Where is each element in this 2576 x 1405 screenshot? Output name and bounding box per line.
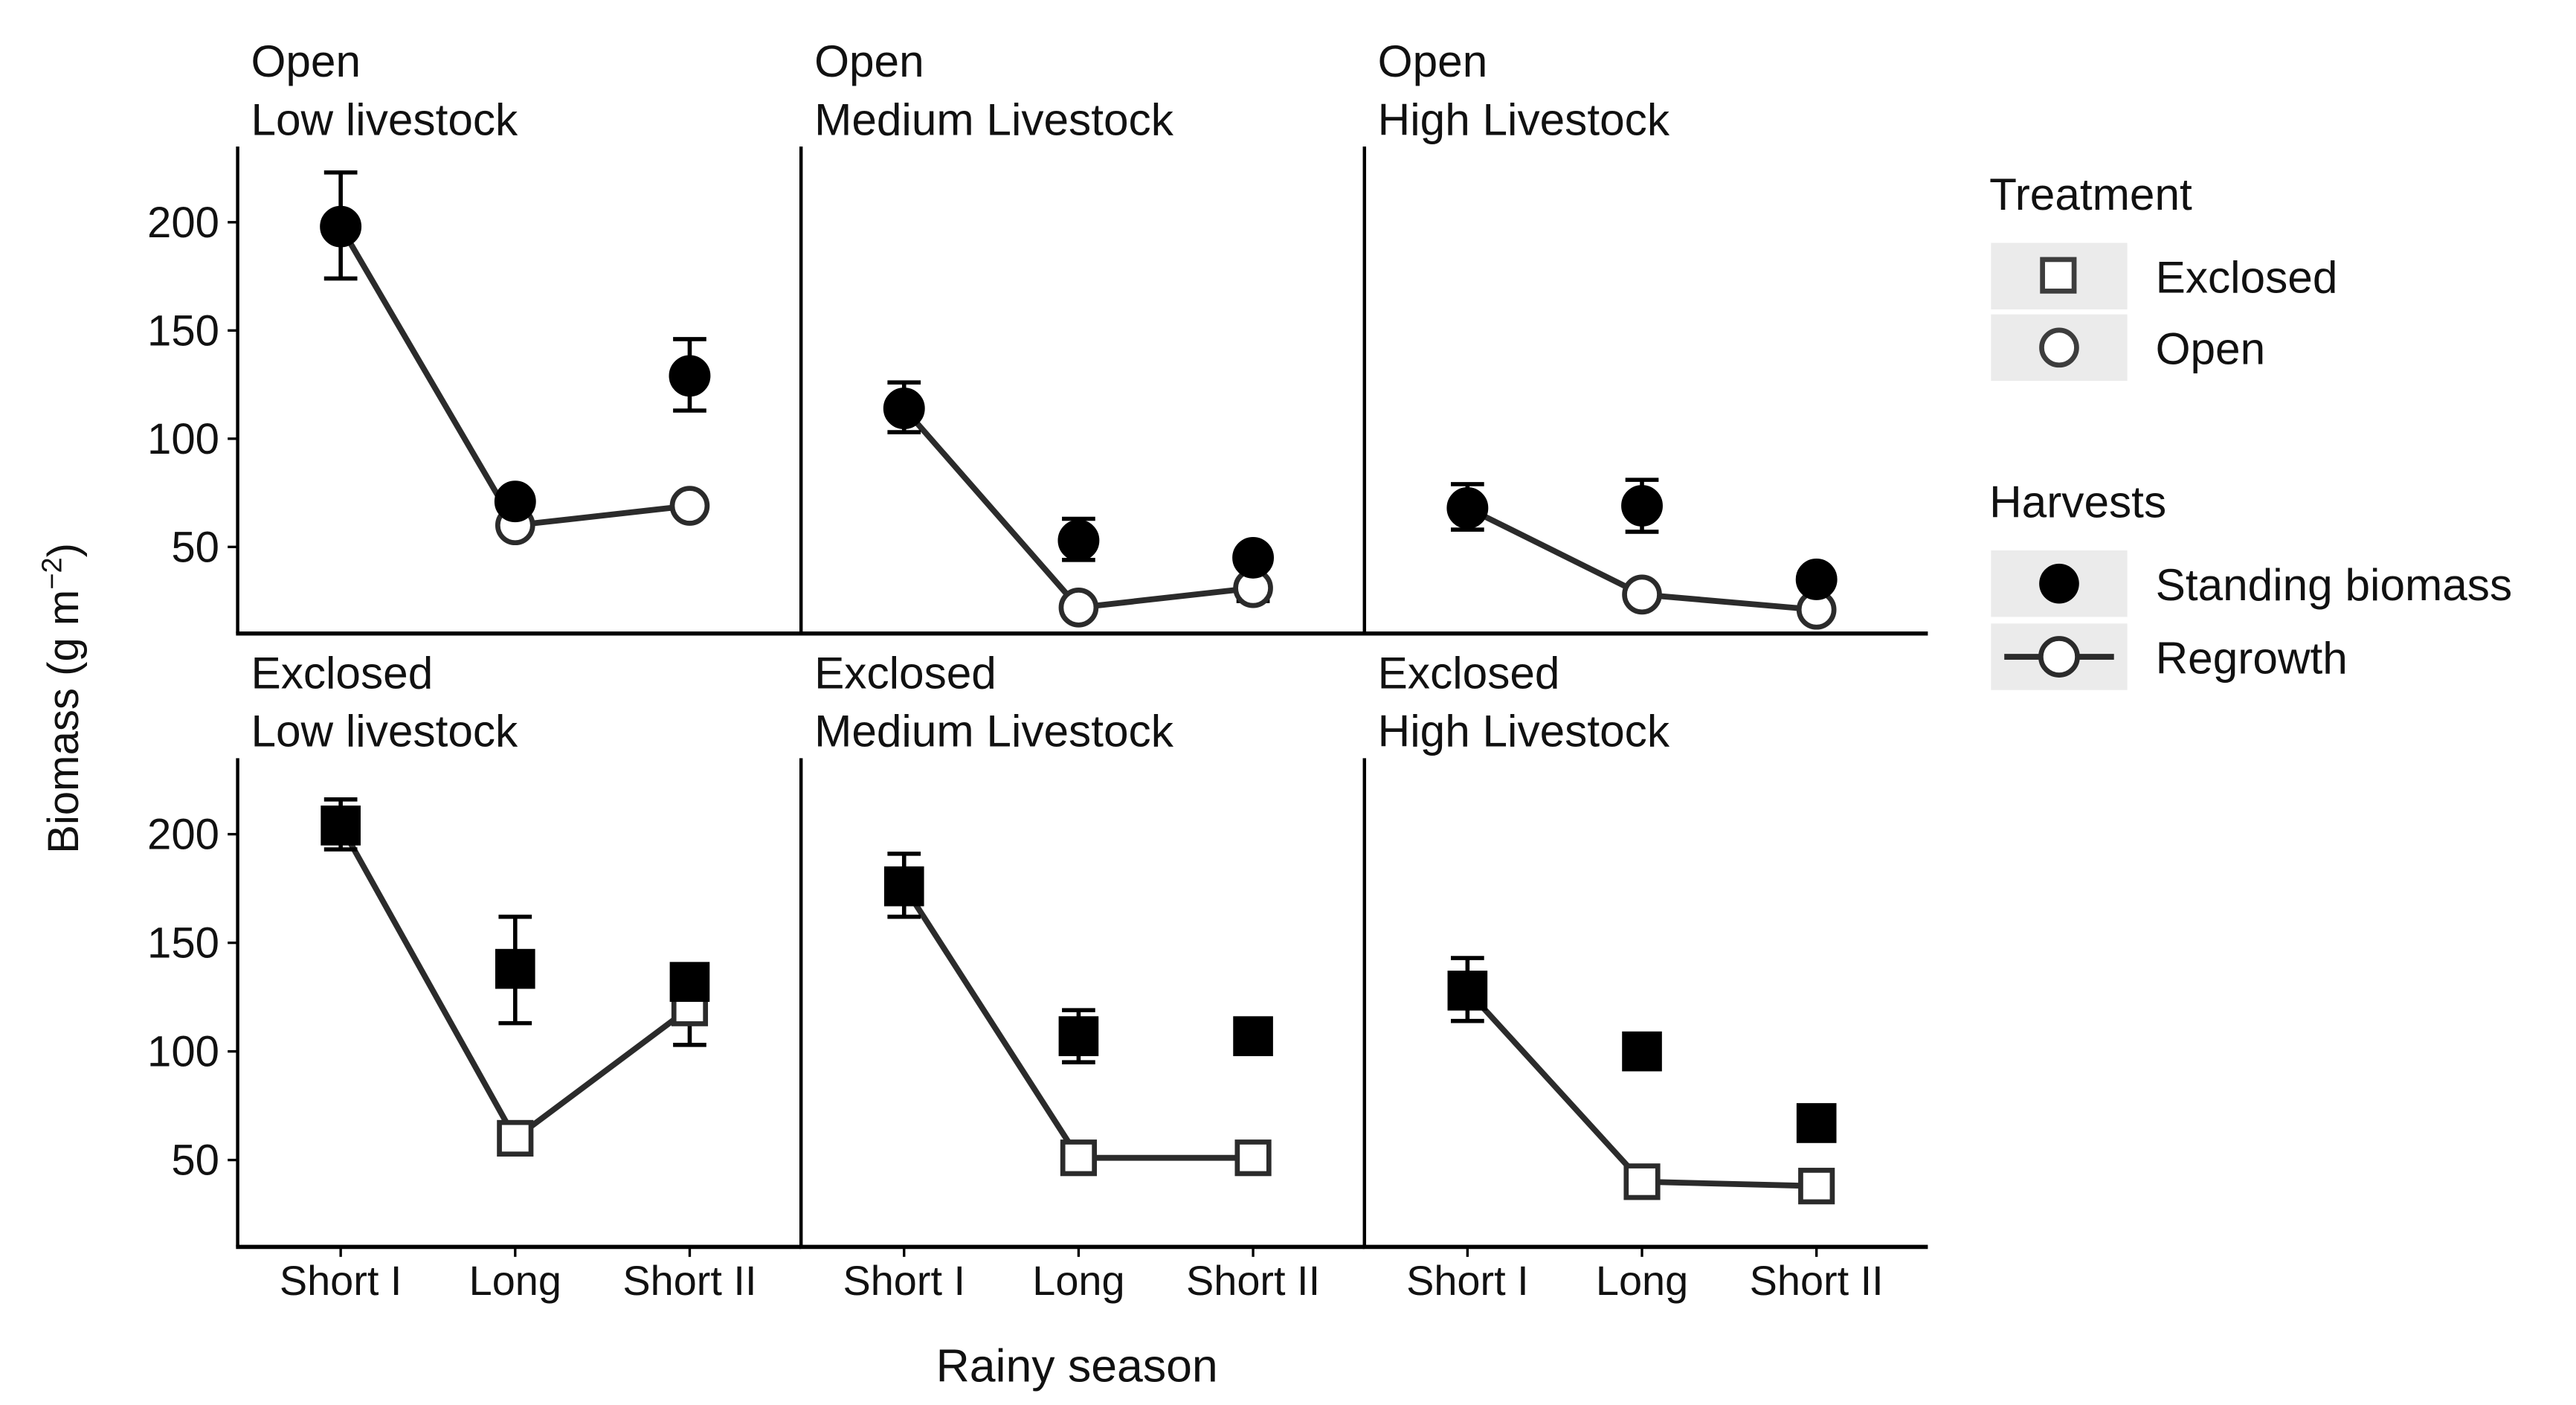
panel-title-line2: Medium Livestock [814,94,1174,144]
standing-biomass-symbol [2039,563,2079,604]
regrowth-point [669,486,710,526]
panel-title-line2: Low livestock [251,94,518,144]
x-tick-label: Short I [843,1257,965,1304]
y-axis-title-close: ) [39,543,88,557]
y-tick-label: 150 [147,919,219,968]
x-tick-label: Short II [1186,1257,1320,1304]
legend-label-standing: Standing biomass [2156,559,2513,610]
legend-label-regrowth: Regrowth [2156,632,2348,683]
facet-panel-2: Open Medium Livestock [799,36,1365,636]
y-tick-label: 200 [147,811,219,859]
standing-biomass-point [1233,1016,1273,1056]
standing-biomass-point [1621,485,1663,527]
legend: Treatment Exclosed Open Harvests Standin… [1989,169,2512,690]
facet-panel-1: Open Low livestock 50 100 150 200 [147,36,802,636]
y-tick-label: 150 [147,306,219,355]
y-tick-label: 50 [171,1136,219,1185]
standing-biomass-point [883,388,925,430]
legend-treatment-title: Treatment [1989,169,2192,219]
regrowth-series-line [338,225,690,529]
regrowth-point [1058,588,1099,628]
exclosed-square-symbol [2040,257,2077,294]
standing-biomass-point [321,806,361,846]
facet-panel-3: Open High Livestock [1362,36,1928,636]
panel-title-line2: High Livestock [1378,94,1670,144]
standing-biomass-point [669,962,710,1002]
standing-biomass-point [1446,487,1489,529]
standing-biomass-point [669,355,711,397]
panel-title-line1: Exclosed [1378,648,1560,698]
x-tick-label: Long [1596,1257,1688,1304]
regrowth-point [1623,1163,1661,1200]
facet-panel-6: Exclosed High Livestock Short I Long Short I… [1362,648,1928,1304]
standing-biomass-point [1796,1103,1837,1143]
panel-title-line1: Open [814,36,924,86]
y-tick-label: 100 [147,415,219,463]
regrowth-circle-symbol [2038,636,2080,678]
panel-title-line1: Open [251,36,361,86]
facet-panel-5: Exclosed Medium Livestock Short I Long Short… [799,648,1365,1304]
legend-harvests-title: Harvests [1989,476,2166,527]
panel-title-line2: Low livestock [251,706,518,756]
panel-title-line2: Medium Livestock [814,706,1174,756]
y-axis-title-exponent: −2 [37,557,68,589]
panel-title-line1: Open [1378,36,1488,86]
y-tick-label: 200 [147,199,219,247]
x-tick-label: Long [469,1257,561,1304]
y-axis-title: Biomass (g m−2) [37,543,88,854]
regrowth-series-line [901,406,1254,611]
standing-biomass-point [1232,536,1275,579]
regrowth-point [1622,574,1662,615]
y-tick-label: 100 [147,1028,219,1076]
standing-biomass-point [495,948,535,989]
legend-label-exclosed: Exclosed [2156,252,2338,303]
panel-title-line2: High Livestock [1378,706,1670,756]
regrowth-series-line [1465,988,1817,1189]
y-tick-label: 50 [171,523,219,571]
regrowth-point [497,1119,534,1157]
standing-biomass-point [320,205,362,248]
x-tick-label: Short II [1750,1257,1884,1304]
standing-biomass-point [883,866,924,907]
open-circle-symbol [2039,327,2079,368]
standing-biomass-point [1057,519,1100,562]
x-tick-label: Short II [622,1257,756,1304]
regrowth-point [1060,1139,1097,1177]
regrowth-point [1798,1168,1835,1205]
facet-panels: Open Low livestock 50 100 150 200 Open Medium L… [147,36,1928,1304]
panel-title-line1: Exclosed [251,648,433,698]
x-tick-label: Short I [1406,1257,1529,1304]
standing-biomass-point [494,480,536,523]
standing-biomass-point [1622,1031,1662,1072]
legend-label-open: Open [2156,324,2266,374]
y-axis-title-main: Biomass (g m [39,590,88,854]
x-tick-label: Long [1032,1257,1124,1304]
regrowth-point [1234,1139,1272,1177]
x-tick-label: Short I [280,1257,402,1304]
standing-biomass-point [1447,971,1488,1011]
standing-biomass-point [1795,559,1838,600]
x-axis-title: Rainy season [936,1340,1218,1392]
facet-panel-4: Exclosed Low livestock 50 100 150 200 Short I L… [147,648,802,1304]
standing-biomass-point [1058,1016,1099,1056]
panel-title-line1: Exclosed [814,648,996,698]
